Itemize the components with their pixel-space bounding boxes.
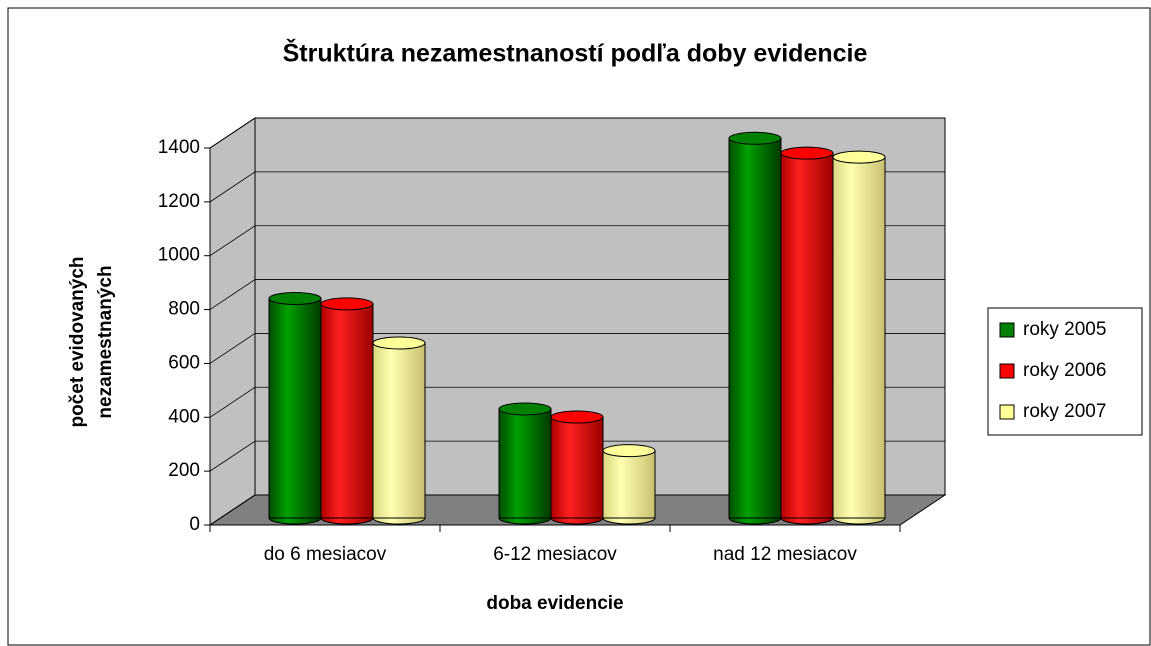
x-tick-label: do 6 mesiacov [264,544,387,565]
grid-line [209,494,945,526]
bar [372,342,426,519]
bar [550,416,604,519]
grid-line [209,225,945,257]
bar [320,303,374,519]
y-axis-label: počet evidovaných [67,256,88,427]
x-axis-label: doba evidencie [486,593,623,614]
bar [728,137,782,519]
bar-top [498,402,552,416]
bar-top [550,410,604,424]
legend-swatch [999,363,1015,379]
bar-top [728,131,782,145]
bar [498,408,552,519]
y-tick-label: 0 [189,514,200,535]
grid [209,117,945,526]
y-tick-label: 1200 [158,191,200,212]
x-tick-label: 6-12 mesiacov [493,544,617,565]
x-tick-label: nad 12 mesiacov [713,544,857,565]
y-axis-label: nezamestnaných [95,265,116,418]
y-tick-label: 800 [168,299,200,320]
bar-top [602,444,656,458]
bar-top [780,146,834,160]
bar [780,152,834,519]
bar-top [832,150,886,164]
y-tick-label: 400 [168,406,200,427]
y-tick-label: 1400 [158,137,200,158]
y-tick-label: 600 [168,352,200,373]
legend-label: roky 2005 [1023,319,1106,340]
grid-line [209,440,945,472]
legend-label: roky 2006 [1023,360,1106,381]
legend-label: roky 2007 [1023,401,1106,422]
y-tick-label: 1000 [158,245,200,266]
chart-title: Štruktúra nezamestnaností podľa doby evi… [283,38,868,68]
grid-line [209,171,945,203]
y-tick-label: 200 [168,460,200,481]
bar-top [320,297,374,311]
bar [832,156,886,519]
grid-line [209,386,945,418]
bar [268,298,322,519]
grid-line [209,333,945,364]
bars [268,131,886,525]
bar [602,450,656,519]
grid-line [209,117,945,149]
legend-swatch [999,322,1015,338]
grid-line [209,279,945,310]
legend-swatch [999,404,1015,420]
side-wall [209,117,256,526]
bar-top [372,336,426,350]
bar-top [268,292,322,306]
